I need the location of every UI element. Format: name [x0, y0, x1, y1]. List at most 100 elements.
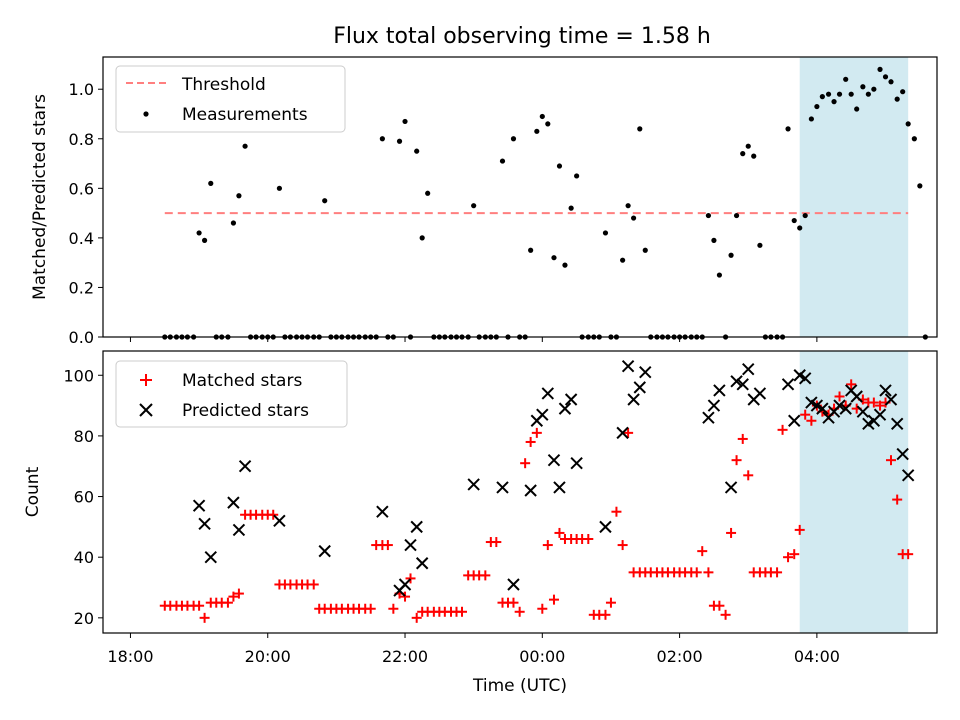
predicted-star-point: [536, 408, 549, 421]
measurement-point: [425, 190, 431, 196]
matched-star-point: [194, 600, 205, 611]
measurement-point: [900, 89, 906, 95]
measurement-point: [471, 203, 477, 209]
matched-star-point: [714, 600, 725, 611]
matched-star-point: [886, 455, 897, 466]
matched-star-point: [400, 591, 411, 602]
matched-star-point: [542, 540, 553, 551]
matched-star-point: [611, 506, 622, 517]
x-tick-label: 20:00: [245, 647, 291, 666]
measurement-point: [865, 91, 871, 97]
matched-star-point: [365, 603, 376, 614]
predicted-star-point: [621, 359, 635, 373]
measurement-point: [201, 237, 208, 243]
measurement-point: [631, 215, 637, 221]
predicted-star-point: [713, 384, 726, 397]
measurement-point: [568, 205, 574, 211]
measurement-point: [716, 272, 723, 278]
predicted-star-point: [799, 372, 812, 385]
legend-predicted-swatch: [139, 403, 153, 417]
y-axis-label: Matched/Predicted stars: [30, 94, 50, 300]
matched-star-point: [268, 509, 279, 520]
highlight-region: [799, 57, 909, 337]
matched-star-point: [800, 409, 811, 420]
measurement-point: [242, 143, 248, 149]
matched-star-point: [480, 570, 491, 581]
measurement-point: [556, 163, 563, 169]
matched-star-point: [531, 427, 542, 438]
measurement-point: [396, 138, 403, 144]
predicted-star-point: [896, 447, 909, 461]
x-tick-label: 02:00: [657, 647, 703, 666]
y-tick-label: 0.4: [69, 229, 94, 248]
predicted-star-point: [742, 362, 755, 376]
predicted-star-point: [232, 523, 246, 537]
chart-title: Flux total observing time = 1.58 h: [333, 24, 711, 49]
matched-star-point: [697, 546, 708, 557]
measurement-point: [539, 113, 545, 120]
measurement-point: [848, 91, 854, 97]
measurement-point: [757, 242, 763, 248]
measurement-point: [831, 99, 837, 105]
measurement-point: [888, 79, 894, 85]
matched-star-point: [233, 588, 244, 599]
predicted-star-point: [404, 538, 417, 552]
measurement-point: [208, 180, 214, 186]
measurement-point: [499, 158, 506, 164]
predicted-star-point: [730, 375, 743, 388]
measurement-point: [236, 193, 242, 199]
measurement-point: [574, 173, 580, 179]
measurement-point: [843, 76, 849, 82]
predicted-star-point: [702, 411, 715, 424]
predicted-star-point: [873, 408, 887, 421]
matched-star-point: [834, 391, 845, 402]
legend: Threshold Measurements: [115, 65, 346, 133]
measurement-point: [620, 257, 626, 263]
matched-star-point: [491, 537, 502, 548]
predicted-star-point: [884, 393, 898, 406]
y-tick-label: 1.0: [69, 80, 94, 99]
measurement-point: [602, 230, 609, 236]
measurement-point: [785, 126, 791, 132]
measurement-point: [402, 118, 408, 125]
measurement-point: [733, 212, 740, 219]
predicted-star-point: [273, 514, 286, 528]
legend-matched-label: Matched stars: [182, 371, 302, 391]
legend-threshold-label: Threshold: [181, 75, 266, 95]
measurement-point: [196, 230, 202, 236]
matched-star-point: [691, 567, 702, 578]
predicted-star-point: [238, 460, 252, 473]
predicted-star-point: [376, 505, 389, 518]
matched-star-point: [548, 594, 559, 605]
matched-star-point: [525, 436, 536, 447]
matched-star-point: [222, 597, 233, 608]
measurement-point: [905, 121, 911, 127]
measurement-point: [562, 262, 568, 268]
matched-star-point: [456, 606, 467, 617]
measurement-point: [705, 212, 712, 219]
x-tick-label: 22:00: [382, 647, 428, 666]
legend-frame: [115, 360, 348, 428]
predicted-star-point: [547, 453, 561, 467]
measurement-point: [825, 91, 832, 97]
matched-star-point: [875, 400, 886, 411]
predicted-star-point: [564, 393, 578, 406]
matched-star-point: [537, 603, 548, 614]
measurement-point: [510, 136, 517, 142]
predicted-star-point: [781, 378, 795, 391]
predicted-star-point: [616, 426, 629, 440]
predicted-star-point: [415, 557, 429, 570]
x-tick-label: 00:00: [519, 647, 565, 666]
predicted-star-point: [639, 366, 652, 379]
measurement-point: [751, 153, 757, 159]
matched-star-point: [846, 379, 857, 390]
matched-star-point: [623, 427, 634, 438]
legend-measurements-swatch: [143, 111, 149, 117]
predicted-star-point: [879, 384, 892, 397]
predicted-star-point: [850, 390, 863, 403]
predicted-star-point: [541, 387, 555, 400]
predicted-star-point: [816, 402, 829, 415]
matched-star-point: [892, 494, 903, 505]
predicted-star-point: [410, 520, 423, 534]
measurement-point: [917, 183, 923, 189]
